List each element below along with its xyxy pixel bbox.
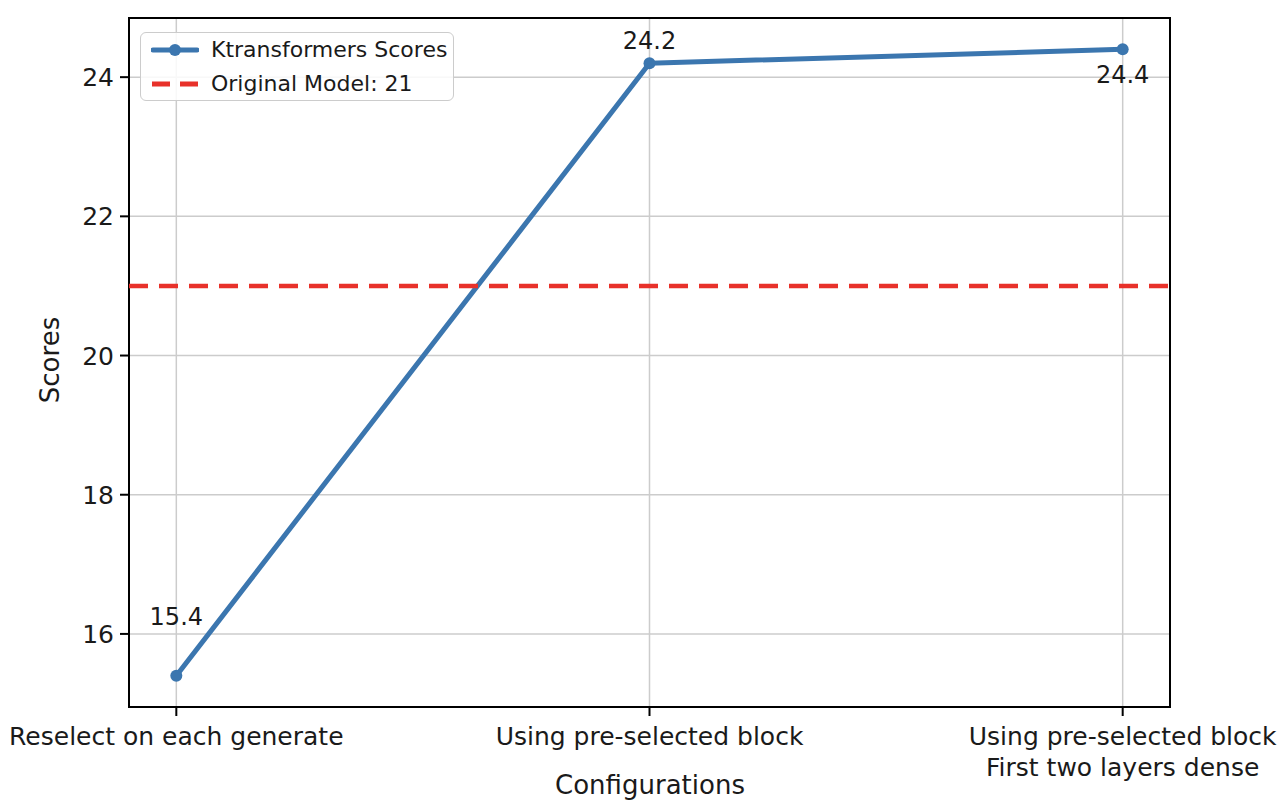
data-point-marker — [170, 670, 182, 682]
line-chart-plot-area: 16 18 20 22 24 Reselect on each generate Using… — [0, 0, 1280, 803]
point-label-preselected: 24.2 — [623, 27, 676, 55]
x-tick-label: First two layers dense — [986, 753, 1259, 782]
point-label-reselect: 15.4 — [150, 603, 203, 631]
y-tick-label: 16 — [82, 620, 114, 649]
y-axis-title: Scores — [35, 317, 65, 403]
x-tick-label: Reselect on each generate — [9, 722, 343, 751]
legend: Ktransformers Scores Original Model: 21 — [140, 32, 454, 101]
y-tick-label: 20 — [82, 342, 114, 371]
solid-line-marker-sample — [151, 36, 199, 64]
x-axis-title: Configurations — [555, 770, 745, 800]
y-tick-label: 18 — [82, 481, 114, 510]
figure: 16 18 20 22 24 Reselect on each generate Using… — [0, 0, 1280, 803]
legend-marker-dot — [169, 44, 181, 56]
y-tick-label: 24 — [82, 63, 114, 92]
legend-label-reference: Original Model: 21 — [211, 71, 413, 96]
data-point-marker — [1117, 43, 1129, 55]
legend-item-original-model: Original Model: 21 — [151, 70, 443, 98]
legend-label-series: Ktransformers Scores — [211, 37, 447, 62]
point-label-preselected-dense: 24.4 — [1096, 61, 1149, 89]
data-point-marker — [644, 57, 656, 69]
x-tick-label: Using pre-selected block — [496, 722, 804, 751]
dashed-line-sample — [151, 70, 199, 98]
x-tick-label: Using pre-selected block — [969, 722, 1277, 751]
y-tick-label: 22 — [82, 202, 114, 231]
legend-item-ktransformers-scores: Ktransformers Scores — [151, 36, 443, 64]
